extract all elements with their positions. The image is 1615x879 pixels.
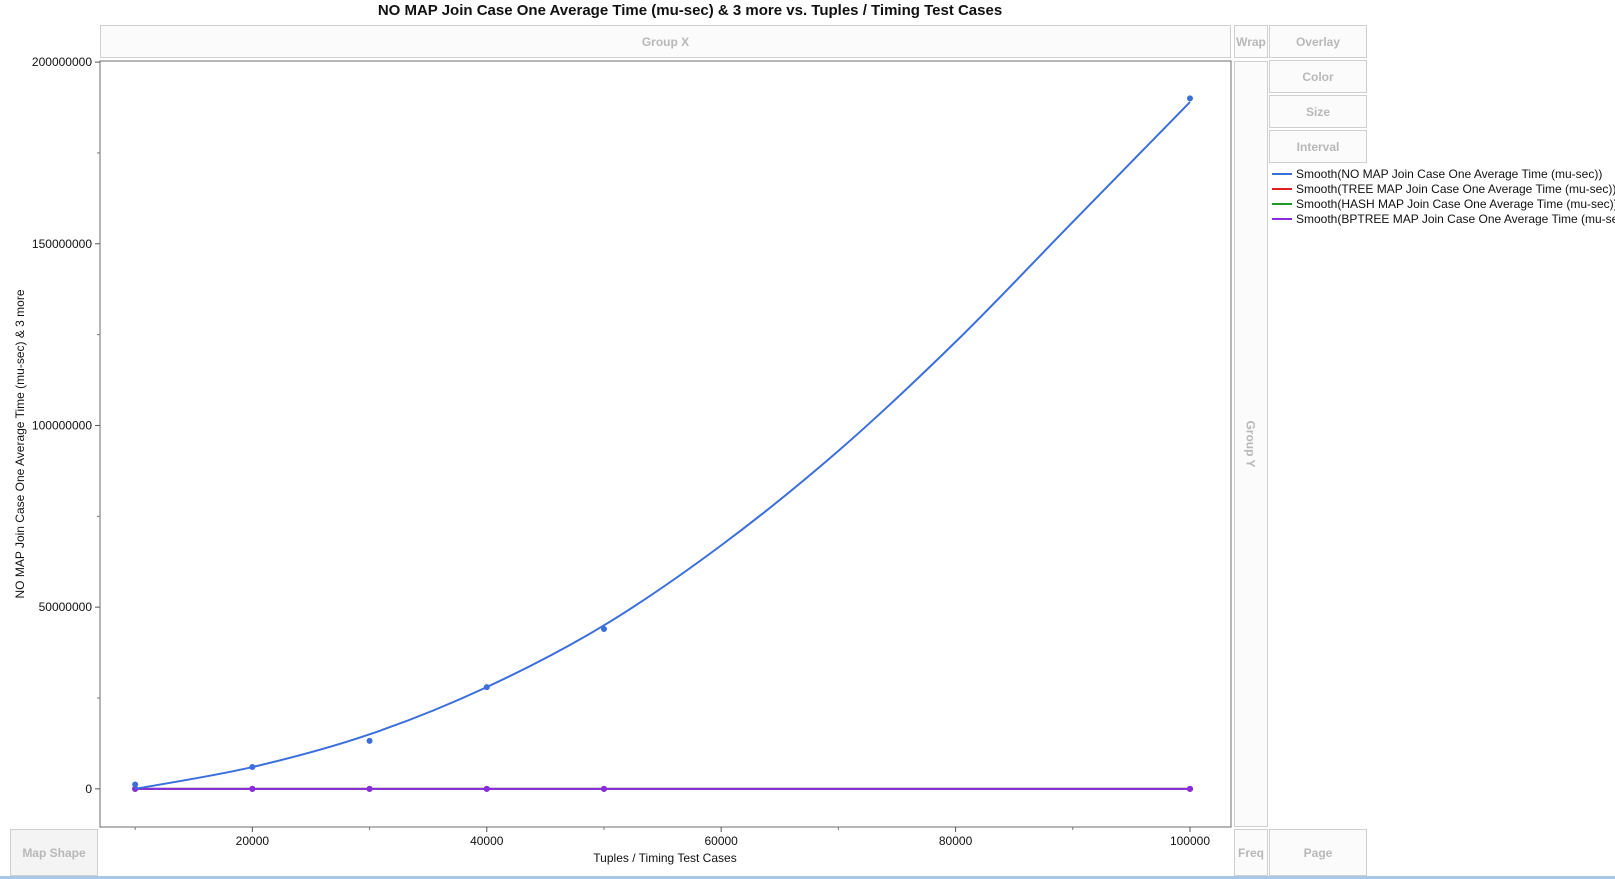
data-point bbox=[366, 785, 373, 792]
data-point bbox=[249, 785, 256, 792]
legend-swatch-bptree-map bbox=[1272, 217, 1292, 220]
data-point bbox=[483, 785, 490, 792]
map-shape-label: Map Shape bbox=[22, 845, 86, 860]
data-point bbox=[249, 764, 256, 771]
legend-label: Smooth(TREE MAP Join Case One Average Ti… bbox=[1296, 181, 1615, 196]
x-axis-label: Tuples / Timing Test Cases bbox=[593, 851, 736, 865]
overlay-zone[interactable]: Overlay bbox=[1269, 25, 1367, 58]
size-label: Size bbox=[1305, 104, 1330, 119]
data-point bbox=[132, 781, 139, 788]
legend-swatch-no-map bbox=[1272, 172, 1292, 175]
map-shape-zone[interactable]: Map Shape bbox=[10, 829, 98, 876]
page-label: Page bbox=[1303, 845, 1333, 860]
axis-ticks: 0 50000000 100000000 150000000 200000000 2000… bbox=[32, 55, 1210, 848]
legend-label: Smooth(BPTREE MAP Join Case One Average … bbox=[1296, 211, 1615, 226]
freq-label: Freq bbox=[1237, 845, 1264, 860]
status-bar-edge bbox=[0, 876, 1615, 879]
y-tick-label: 150000000 bbox=[32, 237, 92, 251]
y-axis-label: NO MAP Join Case One Average Time (mu-se… bbox=[13, 289, 27, 598]
x-tick-label: 20000 bbox=[236, 834, 270, 848]
chart-title: NO MAP Join Case One Average Time (mu-se… bbox=[377, 2, 1003, 19]
series-layer bbox=[132, 95, 1193, 792]
legend-swatch-hash-map bbox=[1272, 202, 1292, 205]
freq-zone[interactable]: Freq bbox=[1234, 829, 1268, 876]
overlay-label: Overlay bbox=[1295, 34, 1341, 49]
wrap-label: Wrap bbox=[1236, 34, 1266, 49]
x-tick-label: 40000 bbox=[470, 834, 504, 848]
legend-item[interactable]: Smooth(BPTREE MAP Join Case One Average … bbox=[1272, 211, 1615, 226]
size-zone[interactable]: Size bbox=[1269, 95, 1367, 128]
plot-frame bbox=[99, 60, 1232, 828]
legend-item[interactable]: Smooth(TREE MAP Join Case One Average Ti… bbox=[1272, 181, 1615, 196]
interval-zone[interactable]: Interval bbox=[1269, 130, 1367, 163]
series-line-0 bbox=[134, 101, 1191, 790]
y-tick-label: 200000000 bbox=[32, 55, 92, 69]
wrap-zone[interactable]: Wrap bbox=[1234, 25, 1268, 58]
data-point bbox=[483, 684, 490, 691]
legend-label: Smooth(HASH MAP Join Case One Average Ti… bbox=[1296, 196, 1615, 211]
page-zone[interactable]: Page bbox=[1269, 829, 1367, 876]
x-tick-label: 80000 bbox=[939, 834, 973, 848]
color-label: Color bbox=[1302, 69, 1334, 84]
data-point bbox=[1186, 785, 1193, 792]
color-zone[interactable]: Color bbox=[1269, 60, 1367, 93]
data-point bbox=[366, 737, 373, 744]
y-tick-label: 0 bbox=[85, 782, 92, 796]
data-point bbox=[600, 625, 607, 632]
y-tick-label: 100000000 bbox=[32, 418, 92, 432]
legend-label: Smooth(NO MAP Join Case One Average Time… bbox=[1296, 166, 1603, 181]
legend-item[interactable]: Smooth(NO MAP Join Case One Average Time… bbox=[1272, 166, 1615, 181]
interval-label: Interval bbox=[1296, 139, 1340, 154]
group-y-zone[interactable]: Group Y bbox=[1234, 61, 1268, 827]
x-tick-label: 60000 bbox=[704, 834, 738, 848]
legend-item[interactable]: Smooth(HASH MAP Join Case One Average Ti… bbox=[1272, 196, 1615, 211]
group-x-zone[interactable]: Group X bbox=[100, 25, 1231, 58]
legend: Smooth(NO MAP Join Case One Average Time… bbox=[1272, 166, 1615, 226]
data-point bbox=[600, 785, 607, 792]
group-x-label: Group X bbox=[641, 34, 690, 49]
x-tick-label: 100000 bbox=[1170, 834, 1210, 848]
data-point bbox=[1186, 95, 1193, 102]
y-tick-label: 50000000 bbox=[39, 600, 93, 614]
legend-swatch-tree-map bbox=[1272, 187, 1292, 190]
